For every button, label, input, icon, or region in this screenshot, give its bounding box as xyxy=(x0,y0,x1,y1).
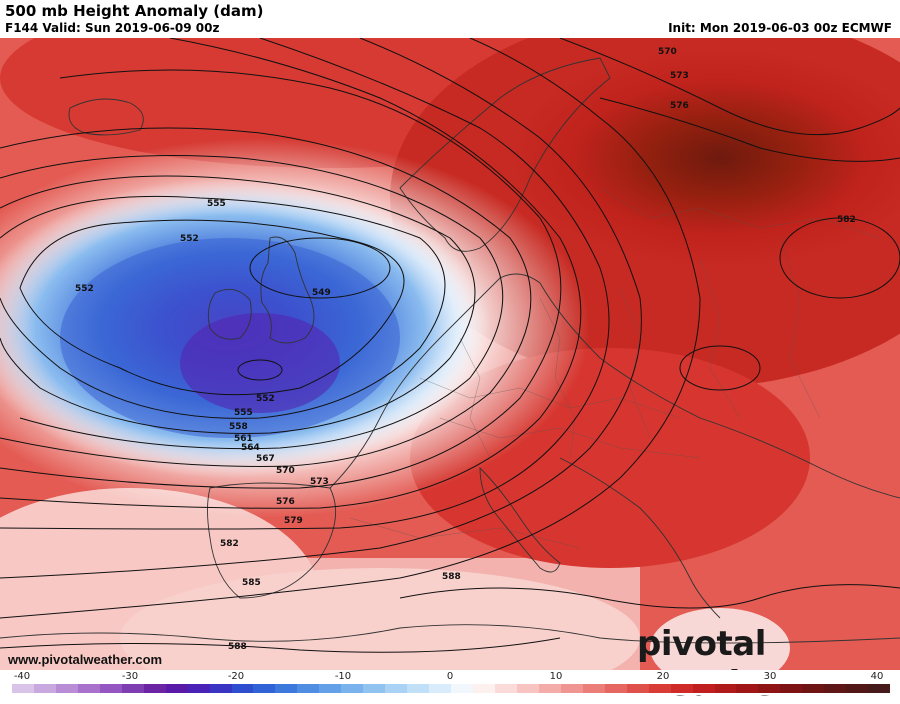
colorbar-swatch xyxy=(670,684,693,693)
contour-label: 588 xyxy=(228,642,247,652)
colorbar-swatch xyxy=(77,684,100,693)
colorbar-swatch xyxy=(516,684,539,693)
colorbar-swatch xyxy=(319,684,342,693)
colorbar-tick: -10 xyxy=(334,671,352,682)
colorbar-swatch xyxy=(802,684,825,693)
colorbar-swatch xyxy=(165,684,188,693)
contour-label: 570 xyxy=(658,47,677,57)
contour-label: 555 xyxy=(207,199,226,209)
valid-time: F144 Valid: Sun 2019-06-09 00z xyxy=(5,21,220,35)
colorbar-tick: 10 xyxy=(549,671,563,682)
colorbar-swatch xyxy=(33,684,56,693)
colorbar-swatch xyxy=(297,684,320,693)
contour-label: 585 xyxy=(242,578,261,588)
colorbar-swatch xyxy=(385,684,408,693)
colorbar-swatch xyxy=(758,684,781,693)
contour-label: 567 xyxy=(256,454,275,464)
colorbar-tick: -30 xyxy=(121,671,139,682)
colorbar-swatch xyxy=(626,684,649,693)
colorbar-tick: -40 xyxy=(13,671,31,682)
anomaly-map: 549 552 552 552 555 555 558 561 564 567 … xyxy=(0,38,900,670)
contour-label: 582 xyxy=(837,215,856,225)
colorbar-tick: -20 xyxy=(227,671,245,682)
colorbar-swatch xyxy=(494,684,517,693)
contour-label: 552 xyxy=(256,394,275,404)
colorbar: -40 -30 -20 -10 0 10 20 30 40 xyxy=(0,670,900,695)
contour-label: 573 xyxy=(670,71,689,81)
borders xyxy=(349,187,881,549)
positive-anomaly-core xyxy=(510,48,900,268)
contour-label: 564 xyxy=(241,443,260,453)
colorbar-swatch xyxy=(429,684,452,693)
contour-label: 570 xyxy=(276,466,295,476)
init-time: Init: Mon 2019-06-03 00z ECMWF xyxy=(668,21,892,35)
contour-label: 555 xyxy=(234,408,253,418)
colorbar-swatch xyxy=(736,684,759,693)
contour-label: 588 xyxy=(442,572,461,582)
colorbar-swatch xyxy=(407,684,430,693)
colorbar-swatch xyxy=(604,684,627,693)
contour-label: 561 xyxy=(234,434,253,444)
header: 500 mb Height Anomaly (dam) F144 Valid: … xyxy=(0,0,900,38)
contour-label: 582 xyxy=(220,539,239,549)
colorbar-swatch xyxy=(363,684,386,693)
colorbar-swatch xyxy=(868,684,891,693)
contour-labels: 549 552 552 552 555 555 558 561 564 567 … xyxy=(75,47,856,652)
colorbar-swatch xyxy=(648,684,671,693)
colorbar-tick: 20 xyxy=(656,671,670,682)
height-contours xyxy=(0,38,900,653)
colorbar-tick: 30 xyxy=(763,671,777,682)
anomaly-shade xyxy=(120,568,640,670)
colorbar-swatch xyxy=(582,684,605,693)
contour-label: 573 xyxy=(310,477,329,487)
colorbar-swatch xyxy=(121,684,144,693)
map-canvas: 549 552 552 552 555 555 558 561 564 567 … xyxy=(0,38,900,670)
colorbar-strip xyxy=(12,684,891,693)
colorbar-swatch xyxy=(231,684,254,693)
contour-label: 549 xyxy=(312,288,331,298)
contour-label: 576 xyxy=(670,101,689,111)
colorbar-swatch xyxy=(824,684,847,693)
colorbar-swatch xyxy=(209,684,232,693)
colorbar-swatch xyxy=(538,684,561,693)
colorbar-swatch xyxy=(55,684,78,693)
colorbar-swatch xyxy=(560,684,583,693)
colorbar-swatch xyxy=(714,684,737,693)
colorbar-swatch xyxy=(275,684,298,693)
contour-label: 552 xyxy=(75,284,94,294)
contour-label: 552 xyxy=(180,234,199,244)
colorbar-tick: 0 xyxy=(446,671,454,682)
colorbar-ticks: -40 -30 -20 -10 0 10 20 30 40 xyxy=(0,670,900,684)
anomaly-shade xyxy=(650,608,790,670)
colorbar-swatch xyxy=(253,684,276,693)
colorbar-swatch xyxy=(451,684,474,693)
colorbar-swatch xyxy=(143,684,166,693)
map-title: 500 mb Height Anomaly (dam) xyxy=(5,2,264,20)
colorbar-swatch xyxy=(846,684,869,693)
colorbar-swatch xyxy=(780,684,803,693)
colorbar-tick: 40 xyxy=(870,671,884,682)
colorbar-swatch xyxy=(692,684,715,693)
contour-label: 576 xyxy=(276,497,295,507)
contour-label: 579 xyxy=(284,516,303,526)
coastlines xyxy=(0,57,900,644)
colorbar-swatch xyxy=(99,684,122,693)
colorbar-swatch xyxy=(12,684,34,693)
colorbar-swatch xyxy=(187,684,210,693)
contour-label: 558 xyxy=(229,422,248,432)
colorbar-swatch xyxy=(341,684,364,693)
watermark-url: www.pivotalweather.com xyxy=(8,652,163,667)
colorbar-swatch xyxy=(473,684,495,693)
